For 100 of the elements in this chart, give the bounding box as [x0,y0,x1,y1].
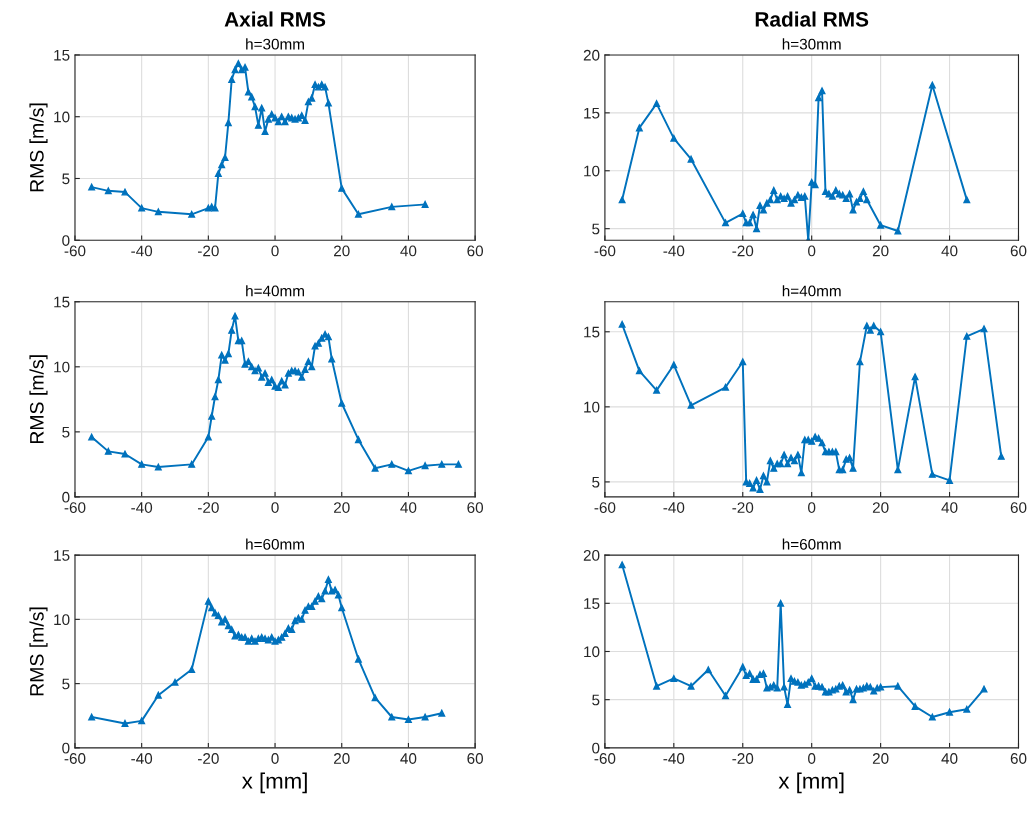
x-tick-label: 0 [271,502,279,513]
point [221,356,229,364]
point [298,112,306,119]
point [224,350,232,358]
point [281,630,289,637]
y-tick-label: 15 [584,107,600,119]
point [866,683,874,691]
y-tick-label: 10 [584,165,600,177]
y-tick-label: 5 [592,694,600,706]
point [338,399,346,407]
point [856,195,864,203]
point [231,66,239,74]
point [248,93,256,101]
point [318,595,326,603]
point [653,682,661,690]
point [963,196,971,204]
point [980,685,988,693]
point [421,713,429,721]
x-tick-label: -60 [594,502,616,513]
point [766,457,774,465]
point [264,115,272,123]
x-tick-label: -20 [732,753,754,764]
x-tick-label: -40 [663,502,685,513]
point [787,674,795,682]
point [894,682,902,690]
point [928,470,936,478]
point [759,206,767,214]
x-tick-label: -60 [64,502,86,513]
x-tick-label: 0 [808,753,816,764]
point [334,591,342,599]
point [241,63,249,71]
point [138,204,146,212]
point [228,76,236,84]
point [687,401,695,409]
point [324,333,332,341]
x-tick-label: 0 [271,245,279,257]
chart-subtitle: h=30mm [246,38,304,50]
y-tick-label: 5 [62,173,70,185]
point [324,576,332,584]
point [324,99,332,107]
point [635,124,643,132]
point [274,118,282,126]
point [777,460,785,468]
point [138,717,146,725]
point [739,663,747,671]
point [784,192,792,200]
point [687,682,695,690]
y-tick-label: 0 [62,491,70,503]
point [221,154,229,161]
point [766,196,774,204]
x-tick-label: -20 [732,245,754,257]
point [749,484,757,492]
point [298,373,306,381]
point [722,383,729,391]
point [211,393,219,401]
point [811,181,819,189]
x-tick-label: 40 [400,502,417,513]
chart-title: Radial RMS [755,11,869,27]
point [618,561,626,569]
point [404,716,412,724]
y-tick-label: 5 [592,476,600,488]
point [214,376,222,384]
chart-subtitle: h=60mm [246,538,304,550]
y-tick-label: 0 [62,235,70,246]
point [241,633,249,641]
point [314,592,322,600]
point [780,451,788,459]
point [780,683,788,691]
point [288,626,296,634]
point [454,460,462,468]
point [784,460,792,468]
point [877,328,885,336]
y-axis-title: RMS [m/s] [29,607,48,696]
point [258,104,266,112]
point [777,599,785,607]
point [670,674,678,682]
point [815,94,823,102]
y-tick-label: 0 [592,742,600,754]
point [746,479,754,487]
y-tick-label: 5 [592,223,600,235]
point [866,326,874,334]
point [818,439,826,447]
x-tick-label: -20 [197,245,219,257]
y-tick-label: 10 [584,401,600,413]
point [321,83,329,91]
chart-subtitle: h=40mm [782,285,841,297]
point [338,184,346,192]
point [214,170,222,178]
point [224,622,232,630]
point [846,190,854,198]
point [218,351,226,359]
x-tick-label: 60 [467,753,484,764]
y-tick-label: 15 [54,296,70,308]
point [268,110,276,118]
point [863,196,871,204]
point [963,332,971,340]
point [228,626,236,634]
point [832,448,840,456]
point [301,116,309,124]
x-tick-label: -40 [663,245,685,257]
